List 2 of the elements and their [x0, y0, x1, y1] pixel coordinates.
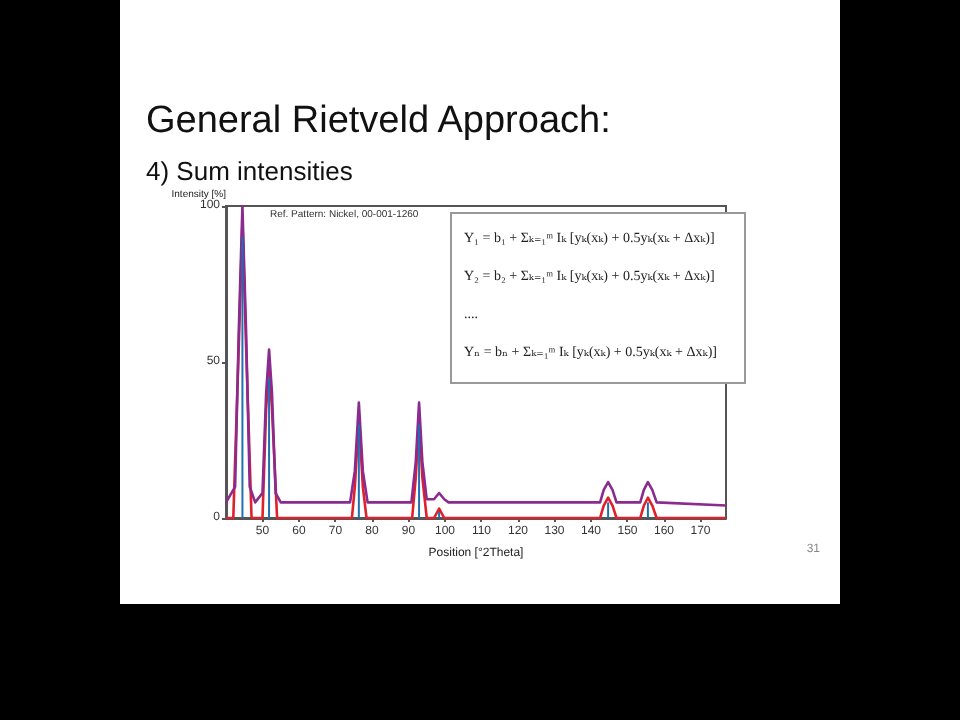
chart-subtitle: 4) Sum intensities — [146, 156, 354, 186]
chart-title: General Rietveld Approach: — [146, 100, 611, 142]
